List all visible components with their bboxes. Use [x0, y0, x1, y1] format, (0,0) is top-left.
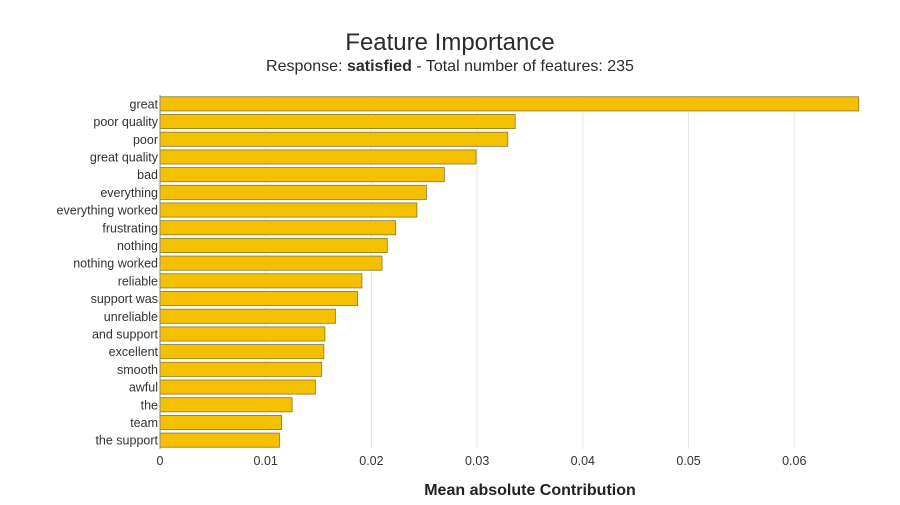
category-label: team — [130, 416, 158, 430]
bar — [159, 237, 388, 253]
bar — [159, 344, 325, 360]
bar — [159, 291, 359, 307]
category-label: the support — [95, 434, 158, 448]
subtitle-prefix: Response: — [266, 58, 347, 75]
category-label: everything — [100, 186, 158, 200]
bar — [159, 167, 445, 183]
bar — [159, 326, 326, 342]
x-axis-label: Mean absolute Contribution — [424, 482, 636, 499]
category-label: nothing — [117, 239, 158, 253]
bar — [159, 220, 397, 236]
bar — [159, 432, 280, 448]
category-label: great — [130, 97, 159, 111]
bar — [159, 308, 336, 324]
chart-subtitle: Response: satisfied - Total number of fe… — [266, 58, 634, 75]
category-label: bad — [137, 168, 158, 182]
x-tick-label: 0.05 — [676, 454, 700, 468]
bar — [159, 273, 363, 289]
bar — [159, 414, 282, 430]
bar — [159, 96, 860, 112]
bar — [159, 114, 516, 130]
category-labels: great poor quality poor great quality bad eve… — [57, 97, 159, 447]
bar — [159, 397, 293, 413]
category-label: and support — [92, 327, 159, 341]
category-label: nothing worked — [73, 257, 158, 271]
bar — [159, 361, 323, 377]
bar — [159, 131, 509, 147]
category-label: smooth — [117, 363, 158, 377]
category-label: excellent — [109, 345, 159, 359]
bar — [159, 202, 418, 218]
x-tick-label: 0 — [157, 454, 164, 468]
category-label: the — [141, 398, 158, 412]
bar — [159, 184, 427, 200]
bars — [159, 96, 860, 448]
x-tick-label: 0.03 — [465, 454, 489, 468]
category-label: poor quality — [93, 115, 158, 129]
x-tick-label: 0.01 — [254, 454, 278, 468]
category-label: frustrating — [102, 221, 158, 235]
category-label: everything worked — [57, 204, 158, 218]
category-label: reliable — [118, 274, 158, 288]
bar — [159, 149, 477, 165]
category-label: great quality — [90, 150, 159, 164]
subtitle-suffix: - Total number of features: 235 — [412, 58, 634, 75]
category-label: poor — [133, 133, 158, 147]
subtitle-response: satisfied — [347, 58, 412, 75]
category-label: unreliable — [104, 310, 158, 324]
x-tick-label: 0.06 — [782, 454, 806, 468]
category-label: support was — [91, 292, 158, 306]
bar — [159, 255, 383, 271]
x-tick-label: 0.04 — [571, 454, 595, 468]
x-tick-label: 0.02 — [359, 454, 383, 468]
category-label: awful — [129, 381, 158, 395]
grid-lines — [265, 95, 795, 449]
bar — [159, 379, 316, 395]
chart-title: Feature Importance — [345, 29, 554, 56]
x-tick-labels: 0 0.01 0.02 0.03 0.04 0.05 0.06 — [157, 454, 807, 468]
